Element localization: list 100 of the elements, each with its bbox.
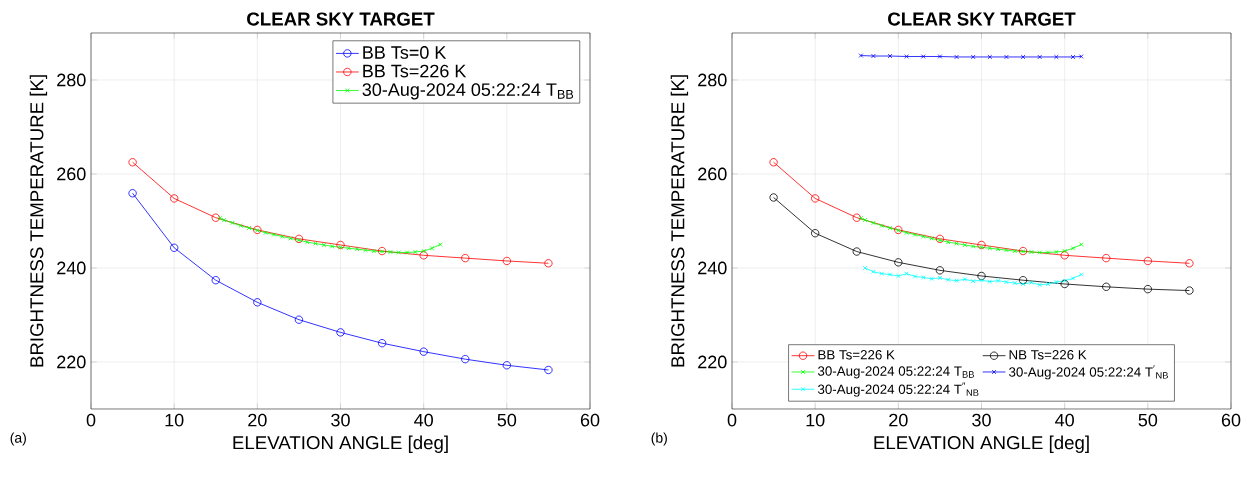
point (871, 53, 876, 59)
legend-label: BB Ts=226 K (363, 64, 467, 78)
y-axis-title: BRIGHTNESS TEMPERATURE [K] (670, 75, 689, 367)
y-tick-label: 280 (698, 73, 727, 87)
point (935, 234, 945, 243)
point (1037, 54, 1043, 60)
point (421, 248, 426, 254)
chart-title: CLEAR SKY TARGET (247, 12, 435, 26)
point (230, 220, 235, 226)
point (128, 189, 137, 198)
point (419, 251, 428, 260)
legend-label: 30-Aug-2024 05:22:24 T$^{′}$NB (1009, 365, 1168, 380)
point (1070, 276, 1076, 281)
text: (b) (651, 432, 667, 446)
point (929, 236, 934, 241)
point (1060, 251, 1069, 260)
point (977, 271, 986, 281)
point (544, 365, 553, 375)
point (429, 245, 435, 251)
point (502, 256, 511, 266)
point (461, 355, 470, 364)
point (995, 246, 1001, 252)
x-tick-label: 60 (1221, 413, 1241, 427)
legend-label: 30-Aug-2024 05:22:24 T$_{BB}$ (817, 366, 974, 379)
point (238, 223, 243, 228)
y-tick-label: 220 (57, 355, 86, 369)
x-tick-label: 50 (1138, 413, 1158, 427)
point (294, 234, 304, 243)
x-axis-title: ELEVATION ANGLE [deg] (233, 435, 448, 453)
point (937, 54, 943, 59)
point (879, 271, 884, 276)
point (263, 230, 268, 236)
legend-label: 30-Aug-2024 05:22:24 T$_{BB}$ (362, 83, 574, 100)
point (954, 54, 959, 60)
point (404, 250, 410, 255)
point (1004, 54, 1009, 60)
point (288, 236, 293, 241)
point (336, 328, 345, 337)
point (253, 298, 262, 307)
x-tick-label: 10 (806, 413, 825, 427)
legend-label: BB Ts=226 K (818, 350, 895, 360)
point (1102, 253, 1111, 263)
x-tick-label: 30 (972, 413, 991, 427)
point (1020, 54, 1026, 60)
point (1037, 282, 1043, 288)
x-tick-label: 0 (86, 413, 96, 427)
point (346, 245, 352, 251)
point (904, 54, 909, 59)
point (970, 278, 976, 284)
point (871, 269, 876, 275)
legend-label: BB Ts=0 K (363, 46, 447, 59)
legend-label: 30-Aug-2024 05:22:24 T$^{″}$NB (817, 382, 979, 397)
point (970, 54, 976, 60)
point (962, 276, 968, 282)
x-axis-title: ELEVATION ANGLE [deg] (874, 435, 1089, 453)
point (304, 239, 310, 245)
point (336, 240, 345, 250)
y-tick-label: 240 (698, 261, 727, 275)
point (1004, 279, 1009, 285)
point (1102, 282, 1111, 291)
point (1045, 250, 1051, 255)
point (388, 249, 393, 255)
point (935, 266, 945, 275)
point (811, 229, 820, 238)
point (887, 272, 893, 277)
point (1004, 247, 1009, 253)
y-tick-label: 240 (57, 261, 86, 275)
y-tick-label: 260 (698, 167, 727, 181)
point (1054, 279, 1059, 285)
point (945, 239, 951, 245)
point (1070, 245, 1076, 251)
x-tick-label: 0 (727, 413, 737, 427)
point (313, 241, 318, 246)
point (128, 158, 137, 167)
point (970, 244, 976, 249)
point (413, 249, 418, 255)
point (321, 242, 327, 248)
point (912, 274, 918, 279)
point (371, 248, 377, 254)
point (1185, 259, 1194, 268)
x-tick-label: 60 (580, 413, 600, 427)
point (1060, 279, 1069, 289)
point (1070, 54, 1076, 60)
point (879, 223, 884, 228)
point (1054, 54, 1059, 60)
point (271, 232, 277, 237)
y-tick-label: 280 (57, 73, 86, 87)
point (170, 243, 179, 252)
point (396, 250, 402, 255)
point (294, 315, 304, 324)
point (502, 361, 511, 370)
point (329, 244, 335, 249)
point (862, 217, 868, 223)
x-tick-label: 30 (331, 413, 350, 427)
text: (a) (10, 432, 26, 446)
point (912, 232, 918, 237)
point (871, 220, 876, 226)
point (921, 275, 926, 280)
point (1143, 256, 1152, 266)
point (1018, 276, 1028, 285)
